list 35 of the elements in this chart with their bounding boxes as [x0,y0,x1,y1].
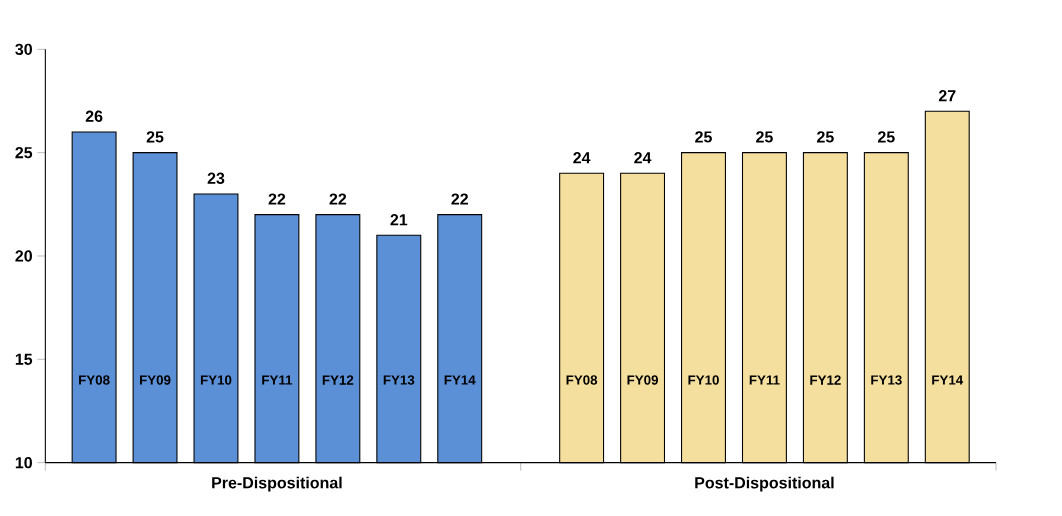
series-label: Pre-Dispositional [212,476,342,492]
y-tick-label: 10 [15,456,32,469]
data-label: 25 [695,131,712,143]
x-tick-label: FY09 [627,375,658,385]
data-label: 22 [451,193,468,205]
x-tick-label: FY13 [871,375,902,385]
data-label: 26 [85,110,103,122]
data-label: 25 [756,131,773,143]
y-tick-label: 15 [15,353,33,365]
data-label: 25 [146,131,164,143]
x-tick-label: FY12 [810,375,841,385]
data-label: 25 [877,131,895,143]
x-tick-label: FY10 [200,375,232,385]
data-label: 24 [634,152,652,164]
x-tick-label: FY13 [383,375,415,385]
data-label: 22 [329,193,347,205]
x-tick-label: FY14 [444,375,476,385]
x-tick-label: FY11 [262,375,293,385]
x-tick-label: FY10 [688,375,719,385]
data-label: 24 [573,152,591,164]
y-tick-label: 20 [15,250,32,262]
y-tick-label: 25 [15,147,33,159]
data-label: 21 [390,214,408,226]
y-tick-label: 30 [15,43,32,56]
x-tick-label: FY09 [140,375,171,385]
x-tick-label: FY12 [322,375,354,385]
data-label: 23 [207,172,225,184]
x-tick-label: FY08 [79,375,110,385]
data-label: 22 [268,193,286,205]
series-label: Post-Dispositional [695,476,834,492]
data-label: 27 [938,90,956,102]
x-tick-label: FY11 [749,375,780,385]
x-tick-label: FY08 [566,375,598,385]
x-tick-label: FY14 [932,375,964,385]
data-label: 25 [817,131,834,143]
